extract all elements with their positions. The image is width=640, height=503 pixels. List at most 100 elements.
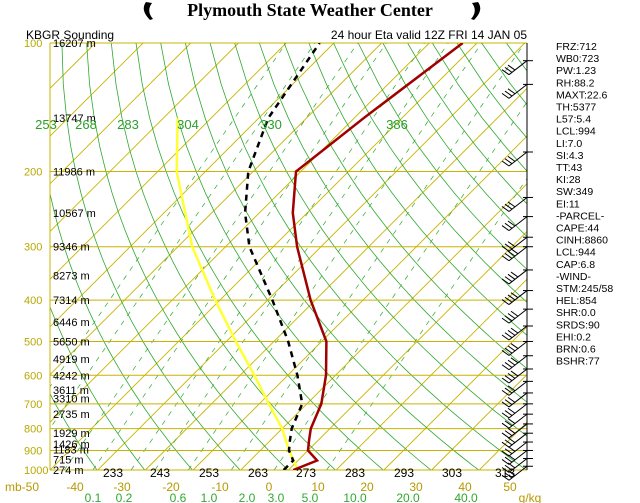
- wind-barb-feather: [501, 69, 510, 76]
- isotherm-line: [431, 373, 527, 470]
- isotherms: [50, 43, 527, 470]
- pressure-label: 1000: [24, 465, 48, 477]
- wind-barb: [501, 325, 533, 341]
- isotherm-line: [50, 43, 382, 376]
- wind-barb-feather: [504, 66, 513, 73]
- index-value: SRDS:90: [556, 319, 600, 331]
- wind-barb-feather: [504, 362, 513, 368]
- index-value: LCL:994: [556, 126, 596, 138]
- wind-barb-feather: [510, 248, 519, 255]
- wind-barb: [501, 216, 533, 231]
- wind-barb-feather: [501, 377, 510, 384]
- isotherm-line: [192, 135, 527, 470]
- height-label: 8273 m: [53, 270, 90, 282]
- chart-title: Plymouth State Weather Center: [187, 0, 433, 20]
- wind-barb-feather: [507, 427, 516, 434]
- wind-barb-feather: [507, 294, 516, 301]
- wind-barb-feather: [507, 418, 516, 424]
- wind-barb-feather: [507, 64, 516, 71]
- profiles: [175, 43, 464, 470]
- dry-adiabat-curve: [308, 43, 527, 336]
- kelvin-label: 303: [442, 466, 462, 480]
- wind-barb-feather: [504, 387, 513, 394]
- celsius-label: -30: [113, 480, 131, 494]
- wind-barb-feather: [507, 454, 516, 461]
- wind-barb-feather: [507, 359, 516, 366]
- bottom-axis-labels: 233 243 253 263 273 283 293 303 313 mb-50 -40 -30 -2…: [5, 466, 541, 503]
- height-label: 1426 m: [53, 439, 90, 451]
- dry-adiabat-curve: [259, 43, 527, 403]
- height-label: 1183 m: [53, 444, 89, 456]
- wind-barb: [501, 83, 533, 99]
- index-value: KI:28: [556, 174, 581, 186]
- index-value: BRN:0.6: [556, 344, 596, 356]
- height-label: 274 m: [53, 465, 84, 477]
- kelvin-label: 293: [394, 466, 414, 480]
- wind-barb-feather: [507, 273, 516, 280]
- mixing-ratio-label: 20.0: [396, 491, 420, 503]
- kelvin-label: 313: [495, 466, 515, 480]
- pressure-label: 500: [24, 336, 42, 348]
- celsius-label: 0: [266, 480, 273, 494]
- wind-barb-feather: [507, 250, 516, 257]
- index-value: EHI:0.2: [556, 331, 591, 343]
- height-label: 3611 m: [53, 385, 89, 397]
- stability-indices: FRZ:712WB0:723PW:1.23RH:88.2MAXT:22.6TH:…: [556, 41, 613, 368]
- wind-barb-feather: [504, 332, 513, 339]
- wind-barb-feather: [504, 464, 513, 471]
- wind-barb-feather: [504, 410, 513, 416]
- wind-barb: [501, 196, 533, 212]
- wind-barb-feather: [510, 310, 519, 317]
- mixing-ratio-line: [230, 43, 525, 470]
- mixing-ratio-line: [92, 43, 387, 470]
- celsius-label: -40: [66, 480, 84, 494]
- pressure-label: 400: [24, 295, 42, 307]
- height-label: 7314 m: [53, 295, 90, 307]
- wind-barb: [501, 368, 533, 384]
- celsius-label: 10: [311, 480, 325, 494]
- wind-barb-feather: [507, 241, 516, 248]
- wind-barb-feather: [507, 372, 516, 379]
- wind-barb-feather: [507, 396, 516, 403]
- mixing-ratio-label: 10.0: [343, 491, 367, 503]
- mixing-ratio-line: [130, 43, 425, 470]
- kelvin-label: 243: [150, 466, 170, 480]
- wind-barb-feather: [507, 437, 516, 444]
- theta-label: 386: [386, 117, 408, 132]
- kelvin-label: 253: [199, 466, 219, 480]
- index-value: TT:43: [556, 162, 582, 174]
- dry-adiabat-curve: [431, 43, 527, 172]
- mixing-ratio-line: [154, 43, 449, 470]
- kelvin-label: 233: [103, 466, 123, 480]
- index-value: BSHR:77: [556, 356, 600, 368]
- dry-adiabat-curve: [382, 43, 527, 238]
- dry-adiabats: [50, 43, 527, 470]
- theta-label: 330: [260, 117, 282, 132]
- wind-barb: [501, 423, 533, 439]
- wind-barb-feather: [507, 385, 516, 392]
- dry-adiabat-curve: [185, 43, 479, 470]
- height-label: 6446 m: [53, 317, 90, 329]
- wind-barb-feather: [504, 456, 513, 463]
- wind-barb-feather: [507, 155, 516, 162]
- wind-barb: [501, 465, 533, 481]
- mixing-ratio-label: 0.2: [116, 491, 133, 503]
- celsius-label: 20: [360, 480, 374, 494]
- kelvin-label: 273: [296, 466, 316, 480]
- pressure-label: 100: [24, 38, 42, 50]
- pressure-label: 600: [24, 370, 42, 382]
- wind-barb-feather: [504, 243, 513, 250]
- isotherm-line: [50, 43, 192, 185]
- theta-labels: 253 268 283 304 330 386: [35, 117, 408, 132]
- wind-barb-feather: [507, 345, 516, 352]
- wind-barb-feather: [507, 329, 516, 336]
- index-value: L57:5.4: [556, 114, 591, 126]
- dry-adiabat-curve: [135, 43, 384, 470]
- wind-barb-feather: [510, 292, 519, 299]
- wind-barb-feather: [507, 313, 516, 319]
- wind-barb: [501, 60, 533, 76]
- wind-barb: [501, 432, 533, 448]
- wind-barb: [501, 449, 533, 465]
- dry-adiabat-curve: [283, 43, 527, 370]
